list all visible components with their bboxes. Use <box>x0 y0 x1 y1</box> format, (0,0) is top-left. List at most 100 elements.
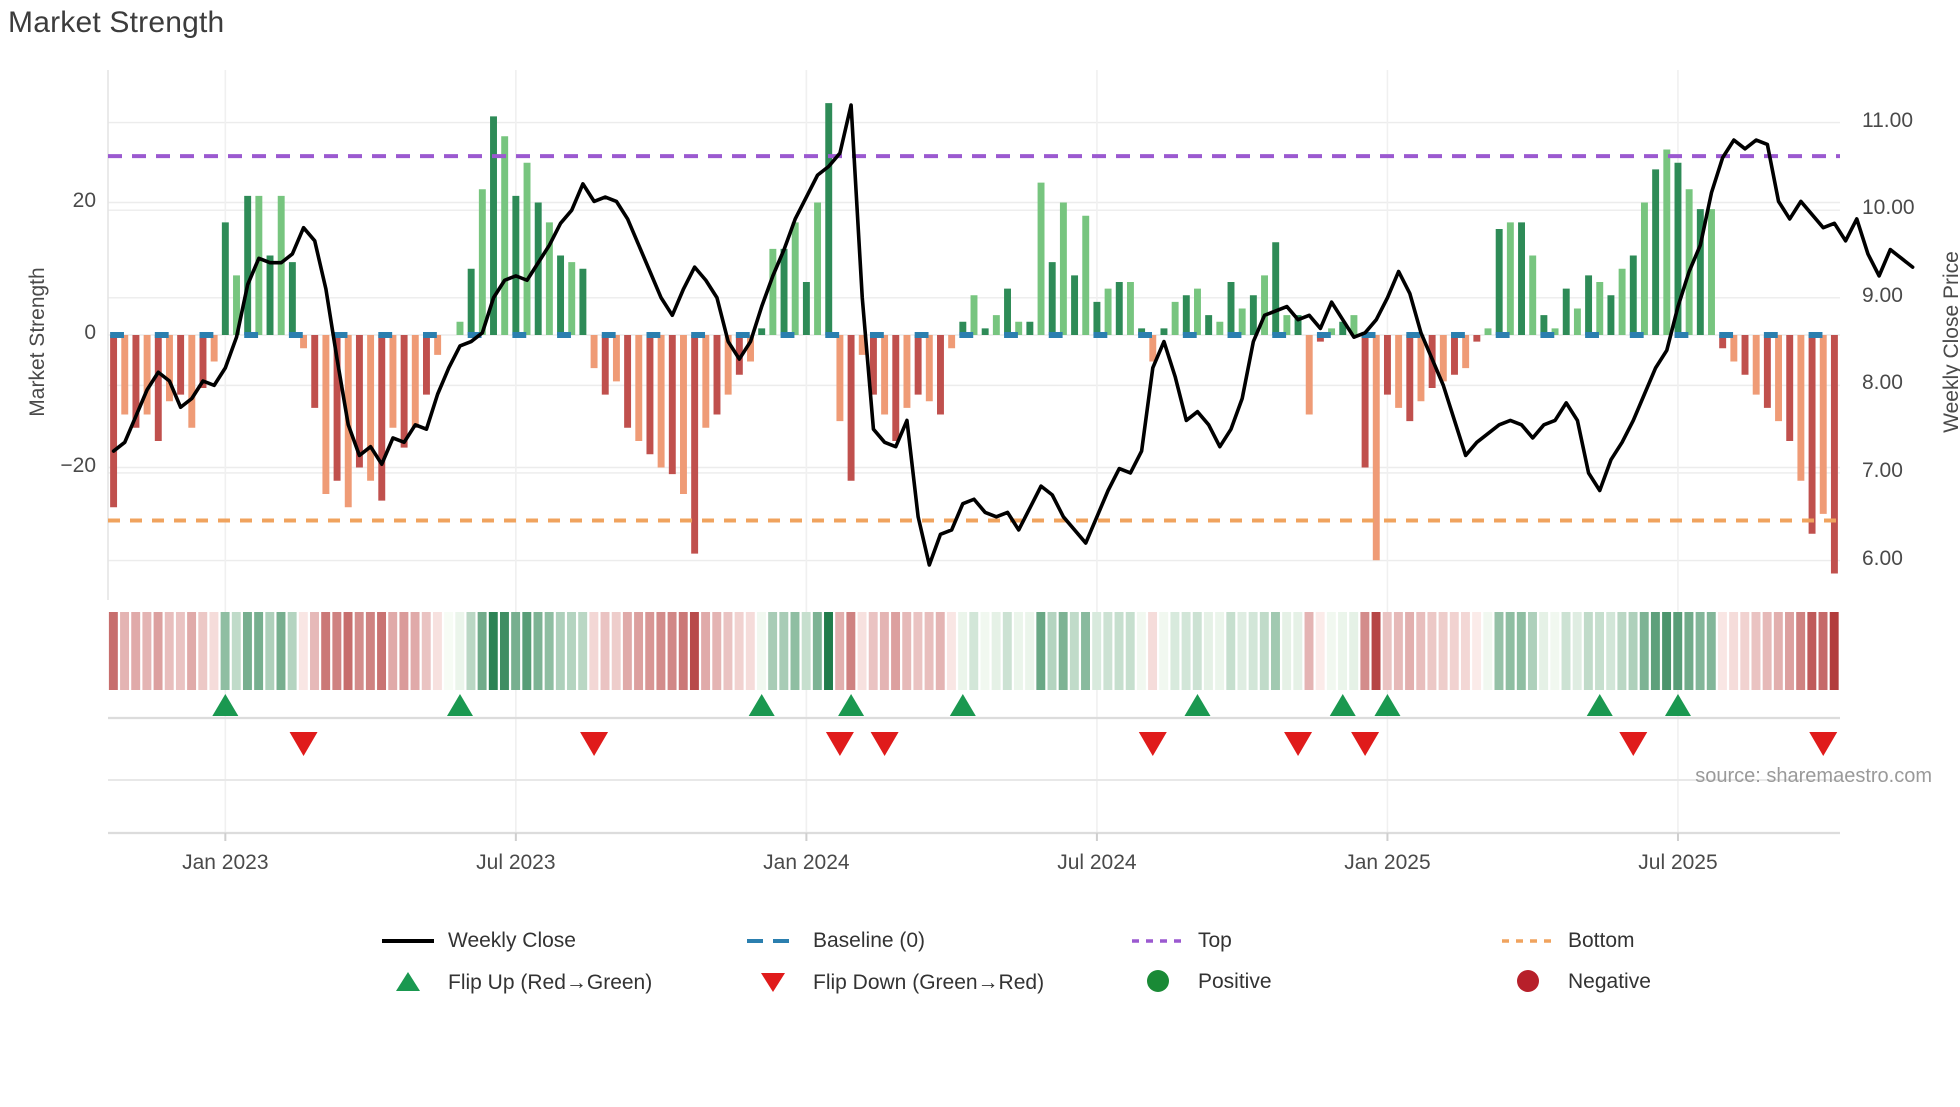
heatmap-cell <box>1058 612 1068 690</box>
strength-bar <box>210 335 218 362</box>
flip-up-marker[interactable] <box>1329 694 1356 716</box>
heatmap-cell <box>1181 612 1191 690</box>
strength-bar <box>277 195 285 335</box>
flip-down-marker[interactable] <box>1809 732 1838 756</box>
strength-bar <box>188 335 196 428</box>
flip-up-marker[interactable] <box>949 694 976 716</box>
heatmap-cell <box>1472 612 1482 690</box>
heatmap-cell <box>1662 612 1672 690</box>
flip-down-marker[interactable] <box>870 732 899 756</box>
heatmap-cell <box>902 612 912 690</box>
strength-bar <box>1294 315 1302 335</box>
heatmap-cell <box>1650 612 1660 690</box>
strength-bar <box>1573 308 1581 335</box>
heatmap-cell <box>868 612 878 690</box>
heatmap-cell <box>298 612 308 690</box>
heatmap-cell <box>723 612 733 690</box>
heatmap-cell <box>1069 612 1079 690</box>
strength-bar <box>702 335 710 428</box>
heatmap-cell <box>1494 612 1504 690</box>
strength-bar <box>1283 315 1291 335</box>
flip-down-marker[interactable] <box>1619 732 1648 756</box>
strength-bar <box>1182 295 1190 335</box>
x-tick-label: Jan 2023 <box>182 851 269 874</box>
strength-bar <box>1305 335 1313 415</box>
flip-up-marker[interactable] <box>1374 694 1401 716</box>
heatmap-cell <box>946 612 956 690</box>
legend-item-label: Flip Up (Red→Green) <box>448 970 653 994</box>
legend-dotted-swatch <box>1500 934 1556 948</box>
legend-item[interactable]: Weekly Close <box>380 930 576 951</box>
flip-down-marker[interactable] <box>580 732 609 756</box>
strength-bar <box>1071 275 1079 335</box>
heatmap-cell <box>164 612 174 690</box>
flip-up-marker[interactable] <box>1664 694 1691 716</box>
strength-bar <box>1462 335 1470 369</box>
heatmap-cell <box>321 612 331 690</box>
strength-bar <box>1249 295 1257 335</box>
strength-bar <box>1350 315 1358 335</box>
legend-item[interactable]: Top <box>1130 930 1232 951</box>
flip-up-marker[interactable] <box>838 694 865 716</box>
heatmap-cell <box>1796 612 1806 690</box>
legend-item[interactable]: Baseline (0) <box>745 930 925 951</box>
flip-up-marker[interactable] <box>1184 694 1211 716</box>
legend-item[interactable]: Flip Down (Green→Red) <box>745 970 1044 994</box>
flip-up-marker[interactable] <box>748 694 775 716</box>
strength-bar <box>612 335 620 382</box>
heatmap-cell <box>1148 612 1158 690</box>
flip-down-marker[interactable] <box>1138 732 1167 756</box>
strength-bar <box>333 335 341 481</box>
legend-item-label: Positive <box>1198 969 1272 993</box>
strength-bar <box>400 335 408 448</box>
strength-bar <box>1551 328 1559 335</box>
heatmap-cell <box>1460 612 1470 690</box>
left-tick-label: −20 <box>60 453 96 477</box>
strength-bar <box>1640 202 1648 335</box>
strength-bar <box>177 335 185 395</box>
strength-bar <box>914 335 922 395</box>
heatmap-cell <box>600 612 610 690</box>
flip-down-marker[interactable] <box>825 732 854 756</box>
heatmap-cell <box>421 612 431 690</box>
strength-bar <box>981 328 989 335</box>
strength-bar <box>1339 321 1347 335</box>
legend-item[interactable]: Positive <box>1130 970 1272 992</box>
flip-up-marker[interactable] <box>212 694 239 716</box>
heatmap-cell <box>1025 612 1035 690</box>
flip-up-marker[interactable] <box>1586 694 1613 716</box>
flip-up-marker[interactable] <box>446 694 473 716</box>
heatmap-cell <box>1203 612 1213 690</box>
heatmap-cell <box>924 612 934 690</box>
heatmap-cell <box>544 612 554 690</box>
heatmap-cell <box>555 612 565 690</box>
heatmap-cell <box>891 612 901 690</box>
heatmap-cell <box>1338 612 1347 690</box>
strength-bar <box>478 189 486 335</box>
heatmap-cell <box>332 612 342 690</box>
legend-item[interactable]: Flip Up (Red→Green) <box>380 970 652 994</box>
strength-bar <box>847 335 855 481</box>
flip-down-marker[interactable] <box>1284 732 1313 756</box>
legend-item[interactable]: Bottom <box>1500 930 1635 951</box>
heatmap-cell <box>1785 612 1794 690</box>
flip-down-marker[interactable] <box>289 732 318 756</box>
strength-bar <box>1126 282 1134 335</box>
source-attribution: source: sharemaestro.com <box>1695 765 1932 787</box>
strength-bar <box>802 282 810 335</box>
heatmap-cell <box>935 612 945 690</box>
heatmap-cell <box>1282 612 1292 690</box>
heatmap-cell <box>958 612 968 690</box>
strength-bar <box>680 335 687 494</box>
strength-bar <box>467 268 475 335</box>
heatmap-cell <box>969 612 979 690</box>
heatmap-cell <box>667 612 677 690</box>
heatmap-cell <box>265 612 275 690</box>
left-tick-label: 20 <box>72 188 96 212</box>
heatmap-cell <box>1438 612 1448 690</box>
legend-item[interactable]: Negative <box>1500 970 1651 992</box>
right-tick-label: 8.00 <box>1862 371 1903 395</box>
legend-line-swatch <box>380 934 436 948</box>
strength-bar <box>814 202 822 335</box>
flip-down-marker[interactable] <box>1351 732 1380 756</box>
